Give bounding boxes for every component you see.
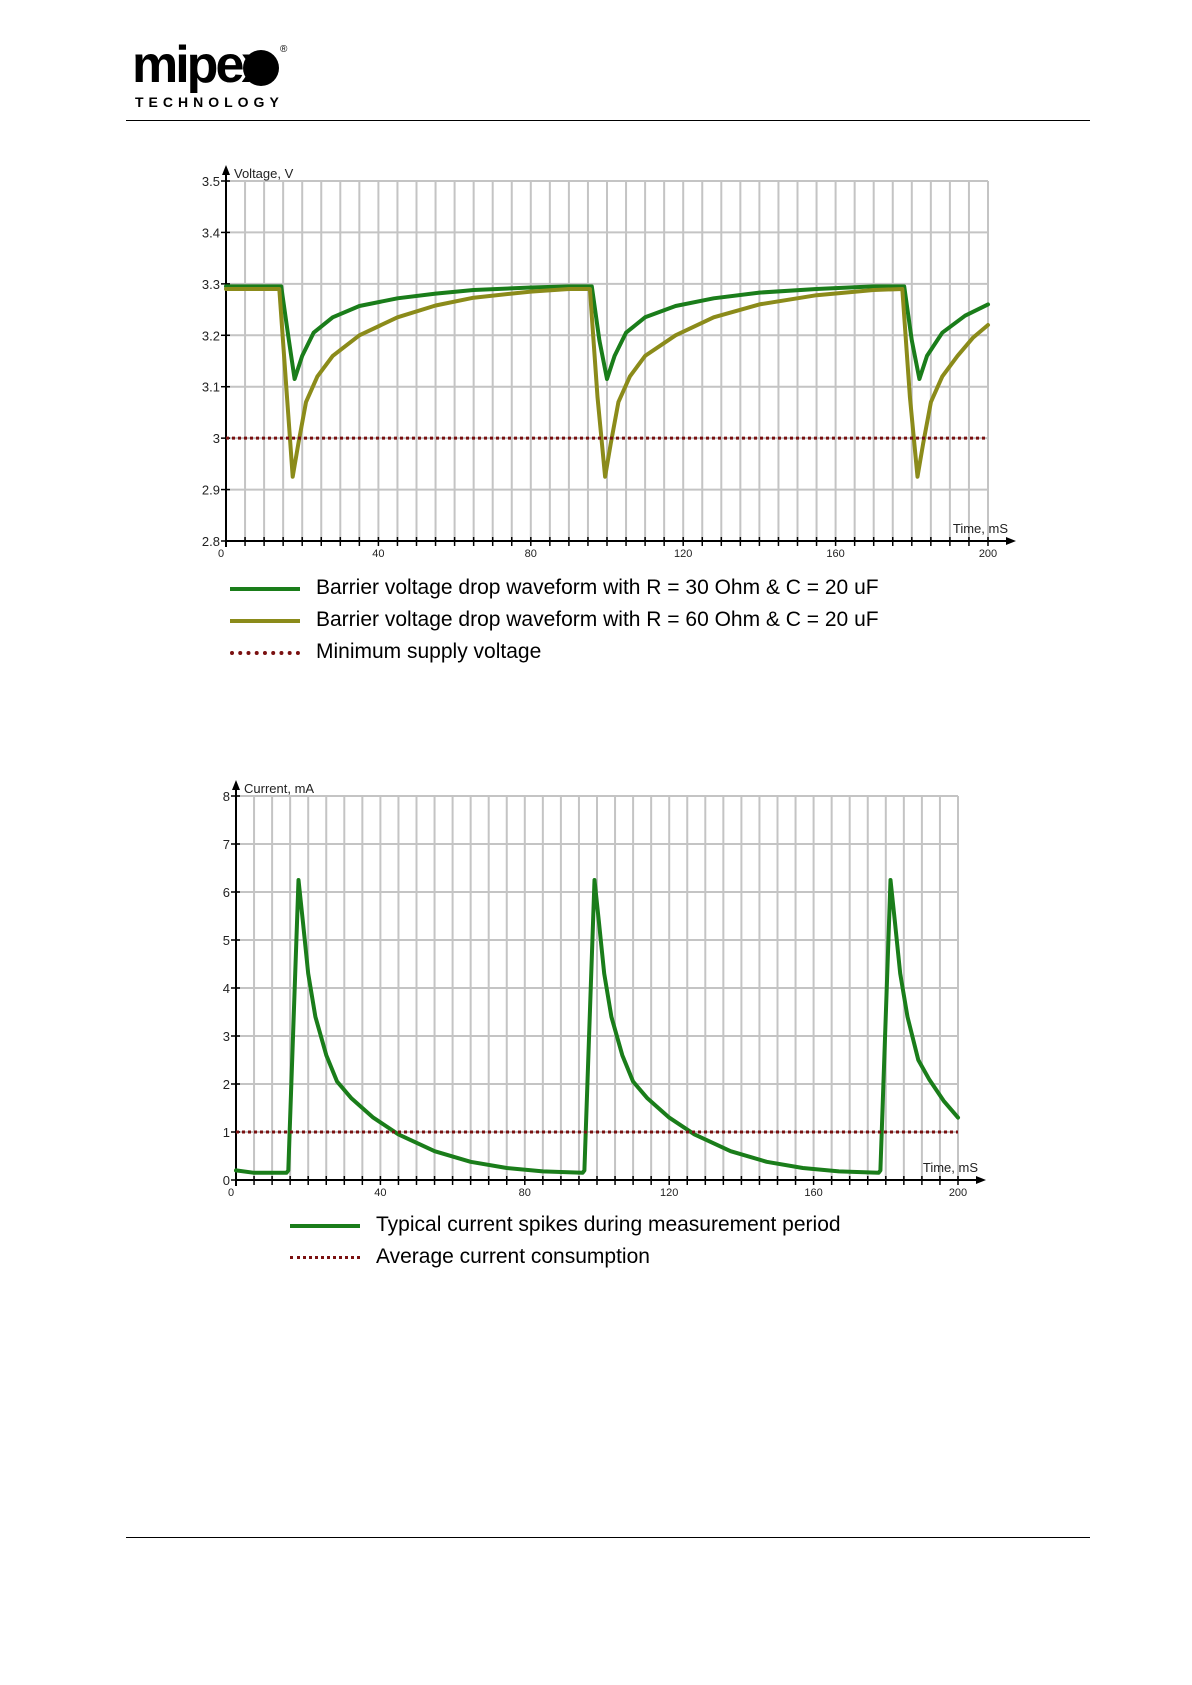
legend-label-r60: Barrier voltage drop waveform with R = 6… xyxy=(316,608,879,631)
x-tick-label: 120 xyxy=(660,1187,678,1199)
y-axis-arrow-icon xyxy=(222,165,230,175)
legend-item-current-spikes: Typical current spikes during measuremen… xyxy=(290,1209,990,1241)
x-tick-label: 120 xyxy=(674,548,692,560)
series-line-1 xyxy=(224,287,990,479)
x-tick-label: 0 xyxy=(228,1187,234,1199)
header-rule xyxy=(126,120,1090,121)
y-tick-label: 7 xyxy=(223,837,230,852)
y-tick-label: 2.8 xyxy=(202,534,220,549)
y-tick-label: 1 xyxy=(223,1125,230,1140)
y-tick-label: 0 xyxy=(223,1173,230,1188)
x-tick-label: 80 xyxy=(525,548,537,560)
legend-item-min-voltage: Minimum supply voltage xyxy=(230,636,1030,668)
y-tick-label: 3.1 xyxy=(202,380,220,395)
x-tick-label: 80 xyxy=(519,1187,531,1199)
x-tick-label: 40 xyxy=(372,548,384,560)
x-tick-label: 40 xyxy=(374,1187,386,1199)
legend-swatch-dark-green xyxy=(290,1224,360,1228)
x-axis-title: Time, mS xyxy=(953,521,1008,536)
y-axis-title: Current, mA xyxy=(244,781,314,796)
logo-registered-mark: ® xyxy=(280,44,288,55)
y-tick-label: 5 xyxy=(223,933,230,948)
series-line-0 xyxy=(234,878,960,1175)
x-tick-label: 200 xyxy=(949,1187,967,1199)
legend-item-r30: Barrier voltage drop waveform with R = 3… xyxy=(230,572,1030,604)
y-tick-label: 3.3 xyxy=(202,277,220,292)
legend-swatch-dark-green xyxy=(230,587,300,591)
y-tick-label: 3 xyxy=(213,431,220,446)
y-tick-label: 2 xyxy=(223,1077,230,1092)
legend-swatch-dotted-red xyxy=(290,1256,360,1259)
logo-subtext: TECHNOLOGY xyxy=(135,94,284,110)
y-tick-label: 3.5 xyxy=(202,174,220,189)
current-chart-legend: Typical current spikes during measuremen… xyxy=(290,1209,990,1273)
x-tick-label: 160 xyxy=(804,1187,822,1199)
y-axis-title: Voltage, V xyxy=(234,166,294,181)
legend-swatch-dotted-red xyxy=(230,651,300,655)
x-tick-label: 200 xyxy=(979,548,997,560)
legend-label-min-voltage: Minimum supply voltage xyxy=(316,640,542,663)
x-axis-title: Time, mS xyxy=(923,1160,978,1175)
y-tick-label: 3 xyxy=(223,1029,230,1044)
x-axis-arrow-icon xyxy=(976,1176,986,1184)
voltage-chart-legend: Barrier voltage drop waveform with R = 3… xyxy=(230,572,1030,668)
mipex-logo: mipex ® TECHNOLOGY xyxy=(132,38,288,110)
legend-item-average-current: Average current consumption xyxy=(290,1241,990,1273)
series-line-0 xyxy=(224,284,990,381)
logo-x-circle xyxy=(243,50,279,86)
legend-item-r60: Barrier voltage drop waveform with R = 6… xyxy=(230,604,1030,636)
x-tick-label: 0 xyxy=(218,548,224,560)
y-tick-label: 3.2 xyxy=(202,328,220,343)
x-axis-arrow-icon xyxy=(1006,537,1016,545)
legend-label-current-spikes: Typical current spikes during measuremen… xyxy=(376,1213,841,1236)
y-tick-label: 4 xyxy=(223,981,230,996)
y-tick-label: 2.9 xyxy=(202,483,220,498)
y-axis-arrow-icon xyxy=(232,780,240,790)
y-tick-label: 6 xyxy=(223,885,230,900)
legend-label-r30: Barrier voltage drop waveform with R = 3… xyxy=(316,576,879,599)
voltage-chart: 2.8 2.9 3 3.1 3.2 3.3 3.4 3.5 0 40 80 120 160 200 Volt… xyxy=(202,165,1016,560)
y-tick-label: 3.4 xyxy=(202,225,220,240)
legend-swatch-olive xyxy=(230,619,300,623)
footer-rule xyxy=(126,1537,1090,1538)
y-tick-label: 8 xyxy=(223,789,230,804)
legend-label-average-current: Average current consumption xyxy=(376,1245,650,1268)
x-tick-label: 160 xyxy=(826,548,844,560)
